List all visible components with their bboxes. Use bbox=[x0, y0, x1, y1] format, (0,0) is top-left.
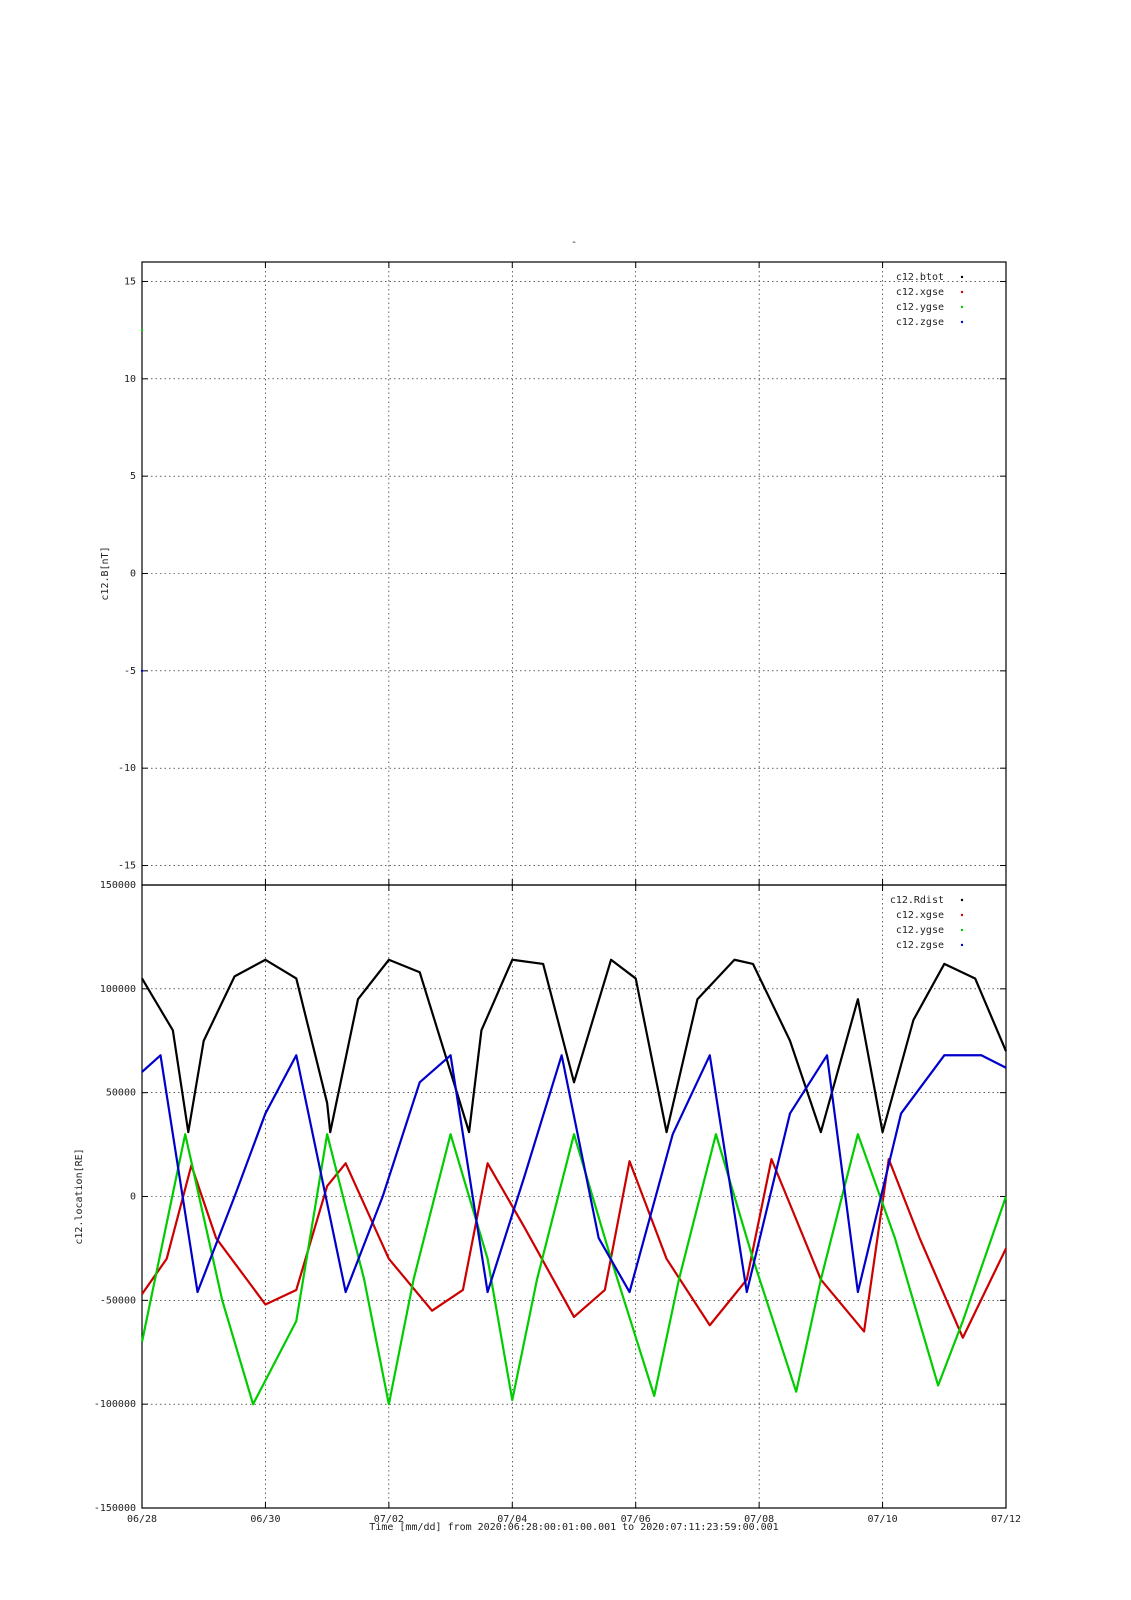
bottom-panel: 150000 100000 50000 0 -50000 -100000 -150000 c1… bbox=[74, 880, 1021, 1525]
legend-label: c12.zgse bbox=[896, 317, 944, 328]
legend-label: c12.btot bbox=[896, 272, 944, 283]
time-caption: Time [mm/dd] from 2020:06:28:00:01:00.00… bbox=[369, 1522, 778, 1533]
data-point bbox=[140, 328, 144, 332]
y-tick-label: -100000 bbox=[94, 1399, 136, 1410]
series-line bbox=[140, 1133, 1008, 1406]
legend-swatch bbox=[960, 943, 964, 947]
legend-label: c12.zgse bbox=[896, 940, 944, 951]
y-tick-label: -50000 bbox=[100, 1295, 136, 1306]
y-tick-label: -15 bbox=[118, 861, 136, 872]
x-tick-label: 06/30 bbox=[250, 1514, 280, 1525]
series-line bbox=[141, 1054, 1007, 1294]
data-point bbox=[140, 669, 144, 673]
legend-label: c12.Rdist bbox=[890, 895, 944, 906]
y-tick-label: 0 bbox=[130, 569, 136, 580]
series-line bbox=[141, 1158, 1007, 1339]
x-tick-label: 07/06 bbox=[621, 1514, 651, 1525]
legend-label: c12.xgse bbox=[896, 287, 944, 298]
series-line bbox=[141, 958, 1008, 1134]
legend-swatch bbox=[960, 928, 964, 932]
legend-swatch bbox=[960, 320, 964, 324]
y-tick-label: -150000 bbox=[94, 1503, 136, 1514]
x-tick-label: 07/04 bbox=[497, 1514, 527, 1525]
top-panel: 15 10 5 0 -5 -10 -15 c12.B[nT] c12.btot c12.xgse c… bbox=[100, 261, 1007, 886]
y-tick-label: 0 bbox=[130, 1192, 136, 1203]
y-tick-label: 15 bbox=[124, 276, 136, 287]
x-tick-label: 07/02 bbox=[374, 1514, 404, 1525]
y-tick-label: 150000 bbox=[100, 880, 136, 891]
y-axis-label: c12.location[RE] bbox=[74, 1148, 85, 1244]
x-tick-label: 07/08 bbox=[744, 1514, 774, 1525]
y-tick-label: -10 bbox=[118, 763, 136, 774]
y-tick-label: 50000 bbox=[106, 1088, 136, 1099]
legend-swatch bbox=[960, 898, 964, 902]
legend-swatch bbox=[960, 275, 964, 279]
legend-label: c12.ygse bbox=[896, 302, 944, 313]
legend-swatch bbox=[960, 305, 964, 309]
chart-title: - bbox=[571, 237, 577, 248]
x-tick-label: 06/28 bbox=[127, 1514, 157, 1525]
y-tick-label: 100000 bbox=[100, 984, 136, 995]
y-tick-label: 5 bbox=[130, 471, 136, 482]
legend-label: c12.ygse bbox=[896, 925, 944, 936]
x-tick-label: 07/10 bbox=[868, 1514, 898, 1525]
legend-label: c12.xgse bbox=[896, 910, 944, 921]
legend-swatch bbox=[960, 290, 964, 294]
y-axis-label: c12.B[nT] bbox=[100, 546, 111, 600]
x-tick-label: 07/12 bbox=[991, 1514, 1021, 1525]
y-tick-label: -5 bbox=[124, 666, 136, 677]
y-tick-label: 10 bbox=[124, 374, 136, 385]
legend-swatch bbox=[960, 913, 964, 917]
